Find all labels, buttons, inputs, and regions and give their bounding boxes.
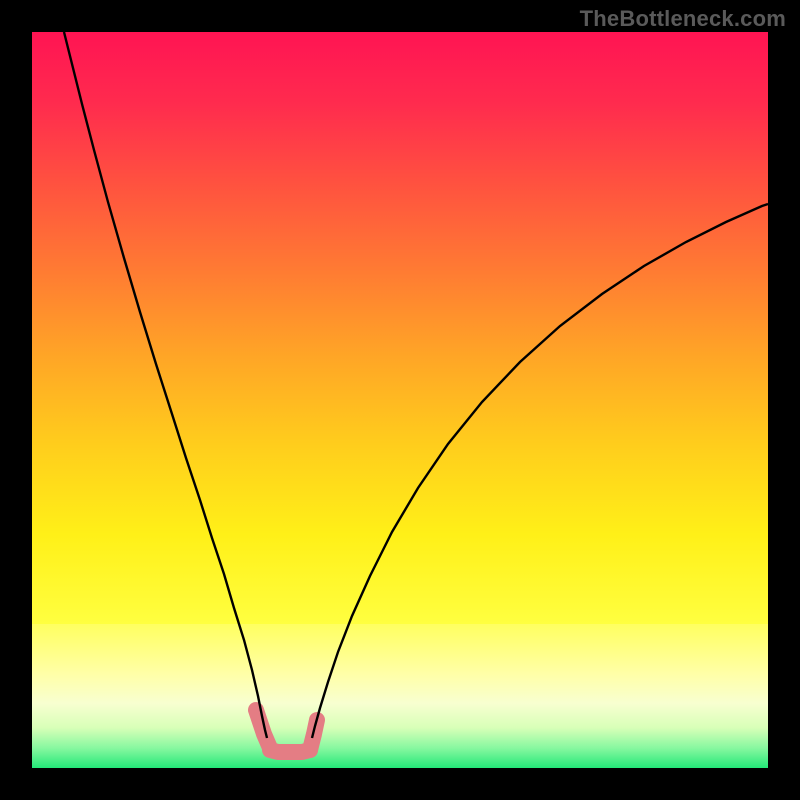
frame-border-left (0, 0, 32, 800)
curve-right (312, 204, 768, 738)
frame-border-bottom (0, 768, 800, 800)
plot-area (32, 32, 768, 768)
curves-layer (32, 32, 768, 768)
watermark-text: TheBottleneck.com (580, 6, 786, 32)
chart-frame: TheBottleneck.com (0, 0, 800, 800)
frame-border-right (768, 0, 800, 800)
curve-left (64, 32, 267, 738)
